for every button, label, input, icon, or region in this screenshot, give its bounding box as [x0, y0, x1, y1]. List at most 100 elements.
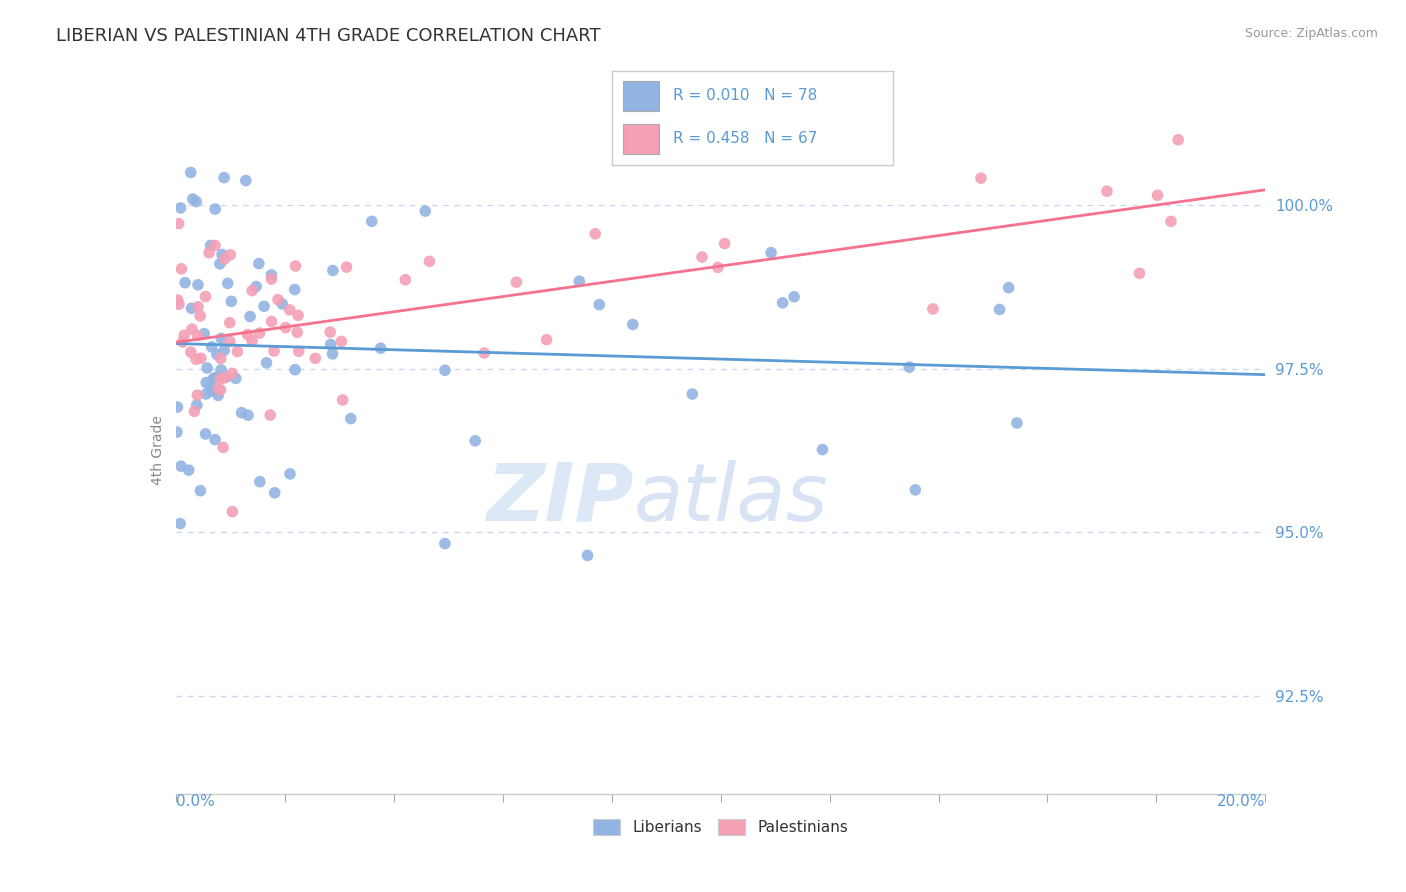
Point	[970, 171, 993, 186]
Legend: Liberians, Palestinians: Liberians, Palestinians	[586, 813, 855, 841]
Point	[322, 347, 344, 361]
Point	[236, 408, 259, 422]
Point	[205, 370, 228, 384]
Point	[212, 441, 235, 455]
Point	[418, 254, 440, 268]
Point	[772, 295, 794, 310]
Point	[576, 549, 599, 563]
Point	[186, 398, 208, 412]
Point	[202, 371, 225, 385]
Point	[284, 283, 307, 297]
Point	[187, 277, 209, 292]
Point	[172, 334, 194, 349]
Point	[209, 363, 232, 377]
Point	[256, 356, 278, 370]
Point	[898, 360, 921, 375]
Point	[271, 297, 294, 311]
Point	[922, 301, 945, 316]
Point	[260, 314, 283, 328]
Point	[209, 331, 232, 345]
Point	[588, 298, 610, 312]
Point	[195, 376, 218, 390]
Point	[260, 268, 283, 282]
Point	[200, 380, 222, 394]
Point	[1005, 416, 1028, 430]
Point	[536, 333, 558, 347]
Point	[209, 372, 232, 386]
Bar	[623, 124, 659, 153]
Point	[221, 294, 243, 309]
Point	[284, 259, 307, 273]
Point	[904, 483, 927, 497]
Point	[260, 272, 283, 286]
Point	[201, 384, 224, 399]
Point	[195, 361, 218, 376]
Point	[215, 369, 238, 384]
Point	[169, 201, 191, 215]
Point	[209, 351, 232, 366]
Point	[236, 327, 259, 342]
Point	[166, 293, 188, 307]
Point	[193, 326, 215, 341]
Point	[211, 247, 233, 261]
Point	[332, 392, 354, 407]
Point	[988, 302, 1011, 317]
Point	[259, 408, 281, 422]
Point	[183, 404, 205, 418]
Text: LIBERIAN VS PALESTINIAN 4TH GRADE CORRELATION CHART: LIBERIAN VS PALESTINIAN 4TH GRADE CORREL…	[56, 27, 600, 45]
Point	[568, 274, 591, 288]
Point	[505, 275, 527, 289]
Point	[247, 256, 270, 270]
Point	[287, 309, 309, 323]
Point	[188, 309, 211, 323]
Point	[177, 463, 200, 477]
Point	[186, 388, 208, 402]
Point	[240, 284, 263, 298]
Bar	[623, 81, 659, 111]
Point	[217, 277, 239, 291]
Point	[194, 426, 217, 441]
Point	[194, 289, 217, 303]
Point	[263, 344, 285, 359]
Point	[221, 367, 243, 381]
Point	[190, 351, 212, 366]
Point	[464, 434, 486, 448]
Point	[287, 344, 309, 359]
Point	[811, 442, 834, 457]
Point	[583, 227, 606, 241]
Point	[621, 318, 644, 332]
Point	[218, 316, 240, 330]
Point	[180, 165, 202, 179]
Point	[204, 238, 226, 252]
Point	[1095, 184, 1118, 198]
Point	[249, 475, 271, 489]
Point	[370, 341, 392, 355]
Point	[707, 260, 730, 275]
Point	[205, 347, 228, 361]
Point	[322, 263, 344, 277]
Point	[319, 337, 342, 351]
Point	[198, 245, 221, 260]
Y-axis label: 4th Grade: 4th Grade	[150, 416, 165, 485]
Point	[212, 170, 235, 185]
Point	[201, 340, 224, 354]
Point	[304, 351, 326, 366]
Point	[167, 217, 190, 231]
Point	[170, 261, 193, 276]
Point	[209, 383, 232, 397]
Point	[1146, 188, 1168, 202]
Point	[226, 344, 249, 359]
Point	[690, 250, 713, 264]
Point	[713, 236, 735, 251]
Point	[239, 310, 262, 324]
Point	[187, 300, 209, 314]
Point	[169, 516, 191, 531]
Point	[339, 411, 361, 425]
Point	[204, 202, 226, 216]
Point	[433, 363, 456, 377]
Point	[278, 302, 301, 317]
Point	[319, 325, 342, 339]
Point	[170, 459, 193, 474]
Point	[472, 346, 495, 360]
Text: 0.0%: 0.0%	[176, 794, 215, 809]
